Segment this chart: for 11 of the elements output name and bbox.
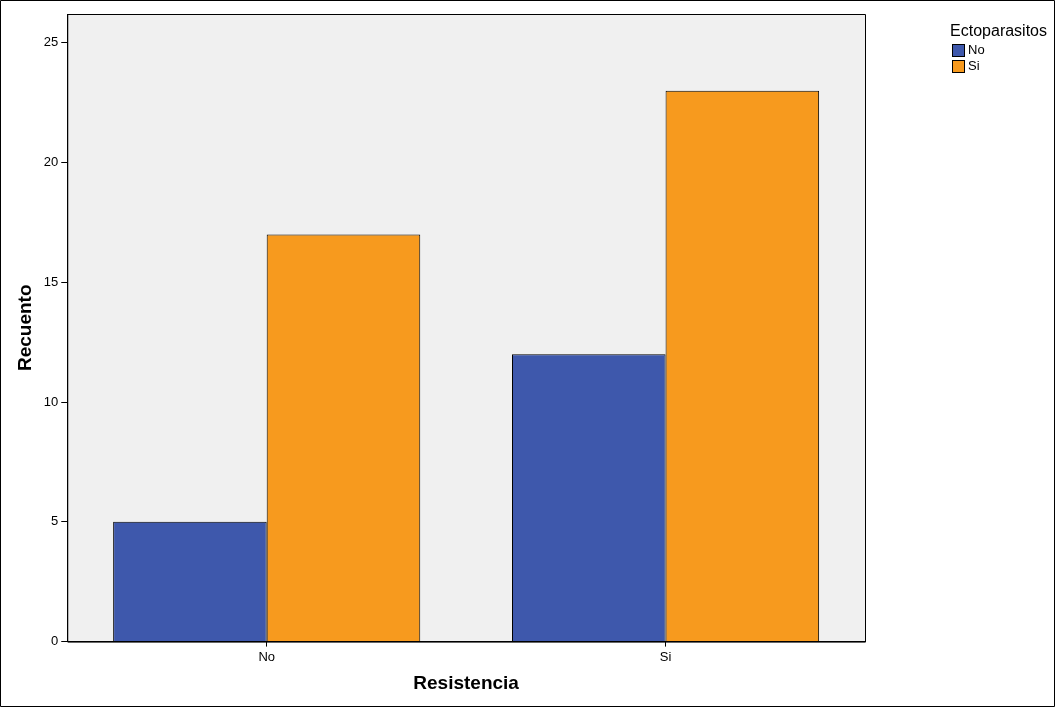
x-axis-title: Resistencia xyxy=(413,671,520,693)
y-tick-label: 20 xyxy=(43,154,59,170)
y-axis-title: Recuento xyxy=(13,284,35,372)
y-tick-label: 10 xyxy=(43,393,59,409)
y-tick-label: 25 xyxy=(43,34,59,50)
y-tick-label: 5 xyxy=(51,513,59,529)
y-tick-label: 0 xyxy=(51,633,59,649)
legend-title: Ectoparasitos xyxy=(950,22,1047,40)
y-tick-label: 15 xyxy=(43,273,59,289)
legend-label: No xyxy=(968,42,985,58)
legend-label: Si xyxy=(968,58,980,74)
